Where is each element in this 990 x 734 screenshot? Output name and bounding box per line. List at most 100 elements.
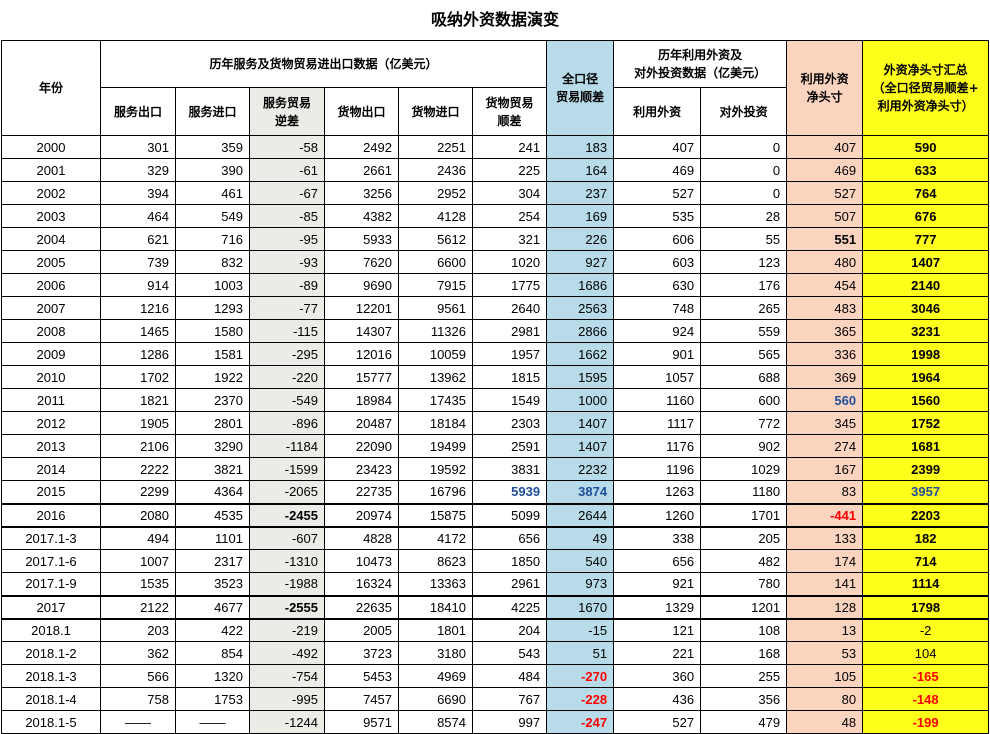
goods-export-cell: 5453 xyxy=(324,664,399,688)
year-cell: 2012 xyxy=(1,411,101,435)
total-surplus-cell: 1407 xyxy=(546,411,615,435)
net-position-cell: 369 xyxy=(786,365,864,389)
fdi-out-cell: 688 xyxy=(700,365,788,389)
summary-cell: -148 xyxy=(862,687,990,711)
total-surplus-cell: 540 xyxy=(546,549,615,573)
services-export-cell: 1702 xyxy=(100,365,176,389)
summary-cell: 2140 xyxy=(862,273,990,297)
goods-surplus-cell: 1775 xyxy=(471,273,548,297)
services-deficit-cell: -1184 xyxy=(249,434,325,458)
fdi-out-cell: 902 xyxy=(700,434,788,458)
goods-import-cell: 17435 xyxy=(398,388,473,412)
net-position-cell: 141 xyxy=(786,572,864,596)
total-surplus-cell: -228 xyxy=(546,687,615,711)
services-deficit-cell: -85 xyxy=(249,204,325,228)
goods-export-cell: 3723 xyxy=(324,641,399,665)
fdi-in-cell: 121 xyxy=(613,617,702,642)
goods-import-cell: 13962 xyxy=(398,365,473,389)
fdi-out-cell: 168 xyxy=(700,641,788,665)
services-import-cell: 1101 xyxy=(175,525,250,550)
goods-surplus-cell: 997 xyxy=(471,710,548,734)
goods-import-cell: 4172 xyxy=(398,525,473,550)
year-cell: 2018.1-4 xyxy=(1,687,101,711)
table-row: 2013 2106 3290 -1184 22090 19499 2591 1407 1176 9… xyxy=(1,434,990,458)
goods-export-cell: 16324 xyxy=(324,572,399,596)
fdi-out-cell: 123 xyxy=(700,250,788,274)
goods-export-cell: 22090 xyxy=(324,434,399,458)
year-cell: 2009 xyxy=(1,342,101,366)
services-export-cell: 1216 xyxy=(100,296,176,320)
fdi-out-cell: 1180 xyxy=(700,480,788,504)
year-cell: 2010 xyxy=(1,365,101,389)
services-import-cell: 359 xyxy=(175,135,250,159)
fdi-in-cell: 1057 xyxy=(613,365,702,389)
services-deficit-cell: -754 xyxy=(249,664,325,688)
fdi-out-cell: 356 xyxy=(700,687,788,711)
table-row: 2012 1905 2801 -896 20487 18184 2303 1407 1117 77… xyxy=(1,411,990,435)
total-surplus-cell: 2563 xyxy=(546,296,615,320)
services-export-cell: 739 xyxy=(100,250,176,274)
services-import-cell: 2317 xyxy=(175,549,250,573)
goods-export-cell: 20974 xyxy=(324,502,399,527)
goods-surplus-cell: 1020 xyxy=(471,250,548,274)
goods-surplus-cell: 204 xyxy=(471,617,548,642)
goods-import-cell: 8574 xyxy=(398,710,473,734)
services-deficit-cell: -2555 xyxy=(249,594,325,619)
goods-surplus-cell: 304 xyxy=(471,181,548,205)
services-export-cell: 1821 xyxy=(100,388,176,412)
table-row: 2005 739 832 -93 7620 6600 1020 927 603 123 480 140… xyxy=(1,250,990,274)
services-deficit-cell: -93 xyxy=(249,250,325,274)
total-surplus-cell: 169 xyxy=(546,204,615,228)
fdi-data-table: 年份 历年服务及货物贸易进出口数据（亿美元） 全口径 贸易顺差 历年利用外资及 … xyxy=(1,40,990,734)
total-surplus-cell: 1000 xyxy=(546,388,615,412)
table-row: 2007 1216 1293 -77 12201 9561 2640 2563 748 265 48… xyxy=(1,296,990,320)
services-export-cell: 1465 xyxy=(100,319,176,343)
net-position-cell: 469 xyxy=(786,158,864,182)
year-cell: 2018.1-2 xyxy=(1,641,101,665)
fdi-in-cell: 924 xyxy=(613,319,702,343)
page-title: 吸纳外资数据演变 xyxy=(430,10,559,29)
table-row: 2017 2122 4677 -2555 22635 18410 4225 1670 1329 1… xyxy=(1,594,990,619)
year-cell: 2007 xyxy=(1,296,101,320)
goods-export-cell: 4382 xyxy=(324,204,399,228)
goods-export-header: 货物出口 xyxy=(324,87,399,136)
goods-import-cell: 7915 xyxy=(398,273,473,297)
fdi-out-cell: 565 xyxy=(700,342,788,366)
services-import-cell: 1320 xyxy=(175,664,250,688)
goods-surplus-cell: 321 xyxy=(471,227,548,251)
services-export-cell: 394 xyxy=(100,181,176,205)
services-deficit-cell: -77 xyxy=(249,296,325,320)
total-surplus-cell: 2644 xyxy=(546,502,615,527)
services-deficit-cell: -89 xyxy=(249,273,325,297)
year-cell: 2011 xyxy=(1,388,101,412)
services-deficit-cell: -1310 xyxy=(249,549,325,573)
trade-group-header: 历年服务及货物贸易进出口数据（亿美元） xyxy=(99,40,548,88)
net-position-cell: 480 xyxy=(786,250,864,274)
services-deficit-cell: -1244 xyxy=(249,710,325,734)
fdi-in-cell: 1160 xyxy=(613,388,702,412)
total-surplus-cell: 927 xyxy=(546,250,615,274)
goods-import-cell: 10059 xyxy=(398,342,473,366)
goods-import-cell: 6600 xyxy=(398,250,473,274)
fdi-in-cell: 656 xyxy=(613,549,702,573)
goods-export-cell: 3256 xyxy=(324,181,399,205)
services-export-cell: 2080 xyxy=(100,502,176,527)
goods-surplus-cell: 5939 xyxy=(471,480,548,504)
services-import-cell: 3290 xyxy=(175,434,250,458)
net-position-cell: -441 xyxy=(786,502,864,527)
services-import-cell: 4535 xyxy=(175,502,250,527)
total-surplus-cell: 973 xyxy=(546,572,615,596)
goods-surplus-cell: 1815 xyxy=(471,365,548,389)
fdi-in-cell: 1176 xyxy=(613,434,702,458)
net-position-cell: 274 xyxy=(786,434,864,458)
services-export-cell: 2122 xyxy=(100,594,176,619)
goods-export-cell: 18984 xyxy=(324,388,399,412)
total-surplus-cell: 51 xyxy=(546,641,615,665)
services-import-cell: 2370 xyxy=(175,388,250,412)
goods-import-cell: 11326 xyxy=(398,319,473,343)
services-export-header: 服务出口 xyxy=(100,87,176,136)
net-position-cell: 507 xyxy=(786,204,864,228)
goods-import-cell: 16796 xyxy=(398,480,473,504)
services-import-cell: 390 xyxy=(175,158,250,182)
fdi-out-header: 对外投资 xyxy=(700,87,788,136)
